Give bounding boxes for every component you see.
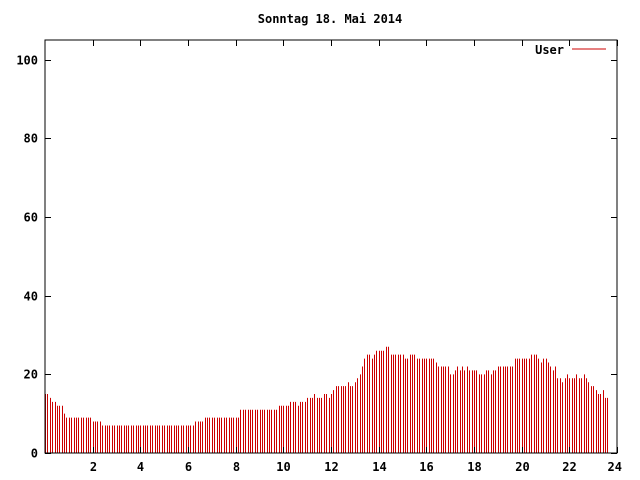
x-tick-label: 6 bbox=[185, 460, 192, 474]
x-tick-label: 14 bbox=[372, 460, 386, 474]
x-tick-label: 2 bbox=[90, 460, 97, 474]
x-tick-label: 20 bbox=[515, 460, 529, 474]
y-tick-label: 0 bbox=[31, 447, 38, 461]
y-tick-label: 20 bbox=[24, 368, 38, 382]
y-tick-label: 80 bbox=[24, 132, 38, 146]
x-tick-label: 16 bbox=[419, 460, 433, 474]
y-tick-label: 60 bbox=[24, 211, 38, 225]
x-tick-label: 4 bbox=[137, 460, 144, 474]
legend-label-user: User bbox=[535, 43, 564, 57]
bar-series-user bbox=[45, 346, 608, 453]
legend: User bbox=[535, 43, 606, 57]
y-tick-label: 100 bbox=[16, 54, 38, 68]
x-tick-label: 22 bbox=[562, 460, 576, 474]
x-tick-label: 24 bbox=[608, 460, 622, 474]
x-tick-label: 12 bbox=[324, 460, 338, 474]
x-tick-label: 10 bbox=[276, 460, 290, 474]
chart-title: Sonntag 18. Mai 2014 bbox=[258, 12, 403, 26]
x-tick-label: 18 bbox=[467, 460, 481, 474]
y-tick-label: 40 bbox=[24, 290, 38, 304]
x-tick-label: 8 bbox=[233, 460, 240, 474]
